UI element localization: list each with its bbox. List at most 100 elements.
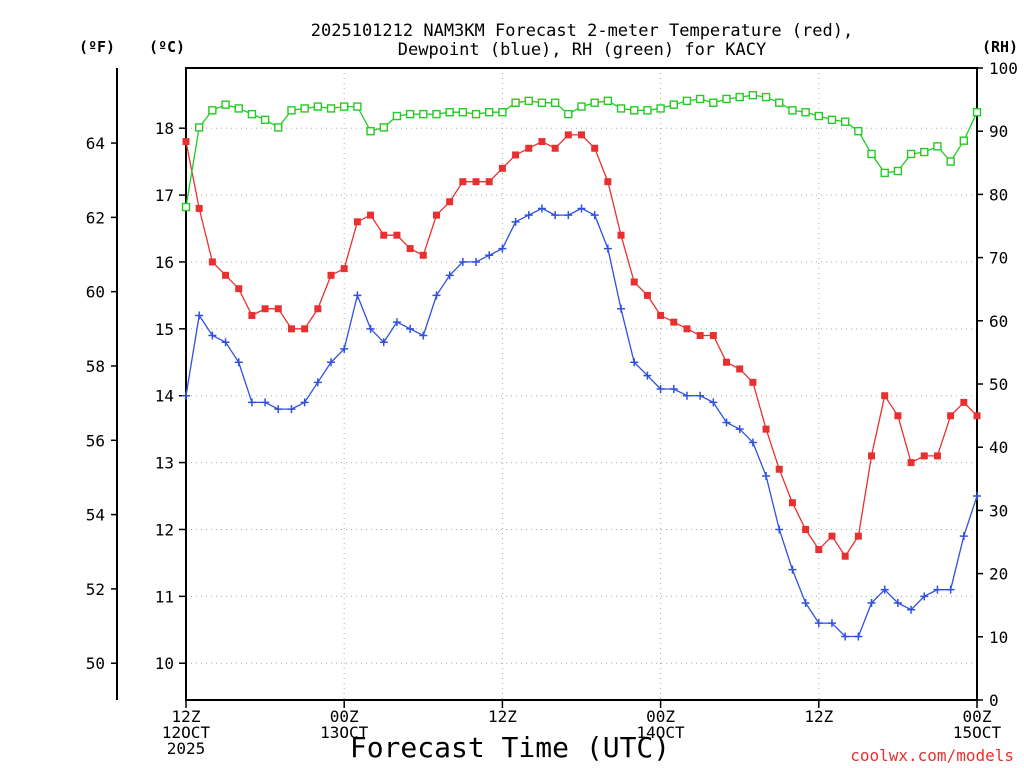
dewpoint-point — [445, 271, 454, 280]
temperature-point — [380, 231, 388, 239]
dewpoint-point — [432, 291, 441, 300]
fahrenheit-axis-label: (ºF) — [79, 38, 115, 56]
dewpoint-point — [696, 391, 705, 400]
rh-point — [313, 102, 323, 111]
dewpoint-point — [564, 211, 573, 220]
rh-point — [959, 136, 969, 145]
dewpoint-point — [551, 211, 560, 220]
rh-point — [340, 102, 349, 111]
dewpoint-point — [247, 398, 256, 407]
temperature-point — [894, 412, 902, 420]
rh-point — [537, 98, 547, 107]
dewpoint-point — [973, 492, 981, 501]
rh-point — [709, 98, 718, 107]
temperature-point — [472, 178, 480, 186]
rh-tick-label: 10 — [989, 628, 1008, 647]
x-tick-label: 12Z — [488, 707, 517, 726]
rh-point — [247, 109, 257, 119]
dewpoint-point — [313, 378, 322, 387]
dewpoint-point — [893, 599, 902, 608]
rh-point — [616, 104, 626, 113]
rh-point — [445, 108, 454, 117]
dewpoint-point — [498, 244, 507, 253]
dewpoint-point — [300, 398, 309, 407]
dewpoint-point — [735, 425, 744, 434]
rh-point — [972, 108, 982, 117]
temperature-point — [261, 305, 269, 313]
temperature-point — [933, 452, 941, 460]
dewpoint-point — [827, 619, 836, 628]
temperature-point — [432, 211, 440, 219]
temperature-point — [287, 325, 295, 333]
rh-point — [287, 106, 296, 115]
temperature-point — [775, 465, 783, 473]
dewpoint-point — [630, 358, 639, 367]
rh-axis-label: (RH) — [982, 38, 1018, 56]
temperature-point — [393, 231, 401, 239]
axes-ticks: 10 11 12 13 14 15 16 17 18 50 52 54 56 58 60 62 64 0 10 20 3… — [86, 59, 1018, 758]
temperature-point — [327, 271, 335, 279]
dewpoint-point — [617, 304, 626, 313]
rh-point — [682, 96, 692, 106]
dewpoint-point — [722, 418, 731, 427]
temperature-point — [419, 251, 427, 259]
rh-point — [748, 90, 758, 100]
temperature-point — [498, 164, 506, 172]
temperature-point — [314, 305, 322, 313]
x-tick-label: 14OCT — [637, 723, 686, 742]
temperature-point — [222, 271, 230, 279]
rh-point — [550, 98, 560, 107]
rh-tick-label: 20 — [989, 565, 1008, 584]
dewpoint-point — [748, 438, 757, 447]
temperature-point — [235, 285, 243, 293]
celsius-tick-label: 13 — [155, 454, 174, 473]
dewpoint-point — [511, 217, 520, 226]
fahrenheit-tick-label: 50 — [86, 654, 105, 673]
rh-tick-label: 100 — [989, 59, 1018, 78]
temperature-point — [657, 311, 665, 319]
temperature-point — [538, 138, 546, 146]
temperature-point — [670, 318, 678, 326]
rh-point — [880, 168, 889, 178]
chart-title-line1: 2025101212 NAM3KM Forecast 2-meter Tempe… — [311, 21, 853, 41]
rh-point — [695, 94, 705, 104]
temperature-point — [696, 332, 704, 340]
rh-point — [603, 96, 613, 106]
rh-point — [946, 157, 955, 166]
fahrenheit-tick-label: 62 — [86, 208, 105, 227]
dewpoint-point — [933, 585, 942, 594]
rh-tick-label: 50 — [989, 375, 1008, 394]
rh-point — [366, 126, 375, 136]
dewpoint-point — [669, 385, 678, 394]
x-tick-label: 12Z — [804, 707, 833, 726]
rh-point — [392, 111, 402, 121]
celsius-axis-label: (ºC) — [149, 38, 185, 56]
temperature-point — [960, 398, 968, 406]
rh-point — [524, 96, 533, 106]
temperature-point — [564, 131, 572, 139]
temperature-point — [788, 499, 796, 507]
dewpoint-point — [814, 619, 823, 628]
temperature-point — [274, 305, 282, 313]
rh-point — [840, 117, 850, 126]
x-tick-label: 13OCT — [320, 723, 369, 742]
rh-point — [643, 106, 652, 115]
rh-point — [234, 104, 243, 113]
temperature-point — [208, 258, 216, 266]
temperature-point — [551, 144, 559, 152]
temperature-point — [630, 278, 638, 286]
rh-point — [761, 92, 771, 102]
temperature-point — [736, 365, 744, 373]
rh-point — [260, 115, 270, 125]
dewpoint-point — [208, 331, 217, 340]
rh-tick-label: 0 — [989, 691, 999, 710]
x-axis-title: Forecast Time (UTC) — [350, 731, 670, 764]
temperature-point — [815, 546, 823, 554]
rh-point — [656, 104, 665, 113]
dewpoint-point — [195, 311, 204, 320]
temperature-point — [749, 378, 757, 386]
rh-point — [485, 108, 494, 117]
dewpoint-point — [327, 358, 336, 367]
dewpoint-point — [946, 585, 955, 594]
rh-point — [300, 104, 309, 113]
